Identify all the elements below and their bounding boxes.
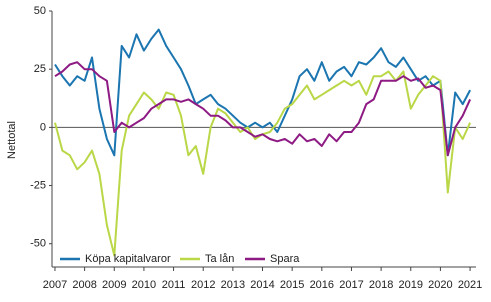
y-tick-label: -25 [30,179,46,191]
x-tick-label: 2014 [250,279,274,291]
series-line [54,61,472,157]
y-tick-label: 50 [34,5,46,17]
x-tick-label: 2016 [310,279,334,291]
x-tick-label: 2010 [132,279,156,291]
x-tick-label: 2020 [428,279,452,291]
x-tick-label: 2015 [280,279,304,291]
x-tick-label: 2008 [72,279,96,291]
series-line [54,28,471,157]
x-tick-label: 2007 [43,279,67,291]
x-tick-label: 2009 [102,279,126,291]
y-tick-label: 25 [34,63,46,75]
x-tick-label: 2012 [191,279,215,291]
x-tick-label: 2017 [339,279,363,291]
x-tick-label: 2018 [369,279,393,291]
legend-label: Köpa kapitalvaror [85,253,171,265]
y-tick-label: -50 [30,238,46,250]
y-tick-label: 0 [40,121,46,133]
x-tick-label: 2019 [399,279,423,291]
legend-label: Ta lån [205,253,234,265]
x-tick-label: 2013 [221,279,245,291]
x-tick-label: 2011 [162,279,186,291]
y-axis-label: Nettotal [6,121,18,159]
legend-label: Spara [270,253,300,265]
x-tick-label: 2021 [458,279,482,291]
